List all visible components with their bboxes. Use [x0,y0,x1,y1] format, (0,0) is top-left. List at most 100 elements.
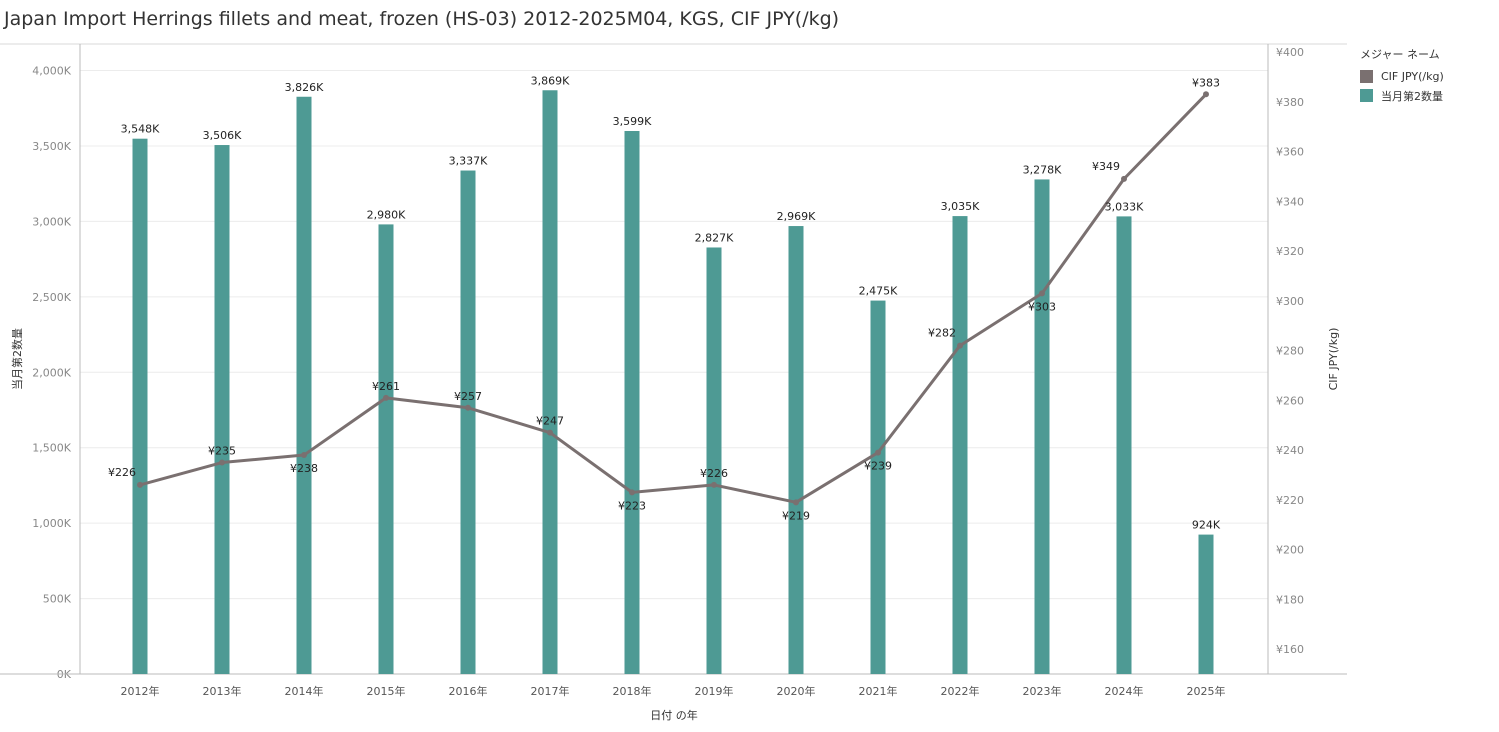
y-right-tick-label: ¥360 [1276,146,1304,159]
cif-point [1203,91,1209,98]
chart-title: Japan Import Herrings fillets and meat, … [4,8,840,30]
bar-value-label: 2,969K [777,210,816,223]
bar [1034,179,1050,674]
x-tick-label: 2025年 [1187,684,1226,698]
legend-swatch-quantity [1360,89,1373,102]
line-value-label: ¥226 [108,466,136,479]
cif-point [711,481,717,488]
cif-point [219,459,225,466]
bar [378,224,394,674]
x-tick-label: 2017年 [531,684,570,698]
axes: 0K500K1,000K1,500K2,000K2,500K3,000K3,50… [0,43,1347,722]
bar [542,90,558,674]
cif-point [1039,290,1045,297]
y-right-tick-label: ¥180 [1276,593,1304,606]
y-right-tick-label: ¥240 [1276,444,1304,457]
y-left-tick-label: 3,000K [32,215,71,228]
y-right-tick-label: ¥200 [1276,544,1304,557]
bar [788,226,804,674]
bar-value-label: 3,548K [121,123,160,136]
bar-series [132,90,1214,675]
line-value-label: ¥261 [372,380,400,393]
bar-value-label: 2,980K [367,208,406,221]
y-left-tick-label: 500K [43,593,72,606]
x-tick-label: 2014年 [285,684,324,698]
cif-line [139,93,1208,504]
x-tick-label: 2024年 [1105,684,1144,698]
bar [296,96,312,674]
line-value-label: ¥219 [782,509,810,522]
y-left-tick-label: 4,000K [32,65,71,78]
legend-item-quantity[interactable]: 当月第2数量 [1360,86,1444,105]
cif-point [957,342,963,349]
bar-value-label: 2,827K [695,231,734,244]
bar-value-label: 3,506K [203,129,242,142]
line-value-label: ¥303 [1028,300,1056,313]
cif-point [301,452,307,459]
gridlines [80,70,1268,600]
x-tick-label: 2013年 [203,684,242,698]
line-value-label: ¥349 [1092,160,1120,173]
y-left-tick-label: 3,500K [32,140,71,153]
bar [1198,534,1214,674]
bar-value-label: 3,033K [1105,200,1144,213]
bar-value-label: 3,035K [941,200,980,213]
x-tick-label: 2021年 [859,684,898,698]
cif-point [875,449,881,456]
line-value-label: ¥257 [454,390,482,403]
legend-item-cif[interactable]: CIF JPY(/kg) [1360,67,1444,86]
cif-point [629,489,635,496]
cif-point [1121,175,1127,182]
bar-value-label: 3,869K [531,74,570,87]
bar-value-label: 3,278K [1023,163,1062,176]
bar-value-label: 924K [1192,519,1221,532]
y-right-tick-label: ¥400 [1276,46,1304,59]
bar [460,170,476,674]
bar [952,216,968,675]
line-series [137,91,1209,506]
line-value-label: ¥383 [1192,76,1220,89]
line-value-label: ¥226 [700,467,728,480]
legend-label-cif: CIF JPY(/kg) [1381,70,1444,83]
x-tick-label: 2023年 [1023,684,1062,698]
bar [706,247,722,674]
y-right-tick-label: ¥340 [1276,195,1304,208]
bar-value-label: 3,337K [449,155,488,168]
y-right-tick-label: ¥260 [1276,394,1304,407]
bar [1116,216,1132,674]
line-value-label: ¥247 [536,415,564,428]
x-tick-label: 2022年 [941,684,980,698]
x-tick-label: 2018年 [613,684,652,698]
y-right-tick-label: ¥380 [1276,96,1304,109]
line-value-label: ¥239 [864,460,892,473]
cif-point [137,481,143,488]
y-left-tick-label: 2,000K [32,366,71,379]
bar-value-label: 2,475K [859,285,898,298]
line-value-label: ¥235 [208,445,236,458]
y-right-tick-label: ¥160 [1276,643,1304,656]
y-right-tick-label: ¥220 [1276,494,1304,507]
x-tick-label: 2019年 [695,684,734,698]
bar-value-label: 3,599K [613,115,652,128]
y-left-axis-title: 当月第2数量 [10,328,24,390]
y-left-tick-label: 1,000K [32,517,71,530]
x-tick-label: 2012年 [121,684,160,698]
y-left-tick-label: 1,500K [32,442,71,455]
cif-point [383,394,389,401]
bar-value-label: 3,826K [285,81,324,94]
combo-chart: 0K500K1,000K1,500K2,000K2,500K3,000K3,50… [0,43,1347,722]
legend-title: メジャー ネーム [1360,48,1440,61]
y-right-axis-title: CIF JPY(/kg) [1327,328,1340,391]
cif-point [793,499,799,506]
line-value-label: ¥238 [290,462,318,475]
legend: メジャー ネーム CIF JPY(/kg) 当月第2数量 [1360,46,1444,105]
bar [132,138,148,674]
y-right-tick-label: ¥320 [1276,245,1304,258]
bar [214,145,230,675]
cif-point [547,429,553,436]
data-labels: 3,548K 3,506K 3,826K 2,980K 3,337K 3,869K 3,59… [108,74,1221,531]
legend-swatch-cif [1360,70,1373,83]
bar [624,131,640,675]
y-right-tick-label: ¥280 [1276,345,1304,358]
y-right-tick-label: ¥300 [1276,295,1304,308]
